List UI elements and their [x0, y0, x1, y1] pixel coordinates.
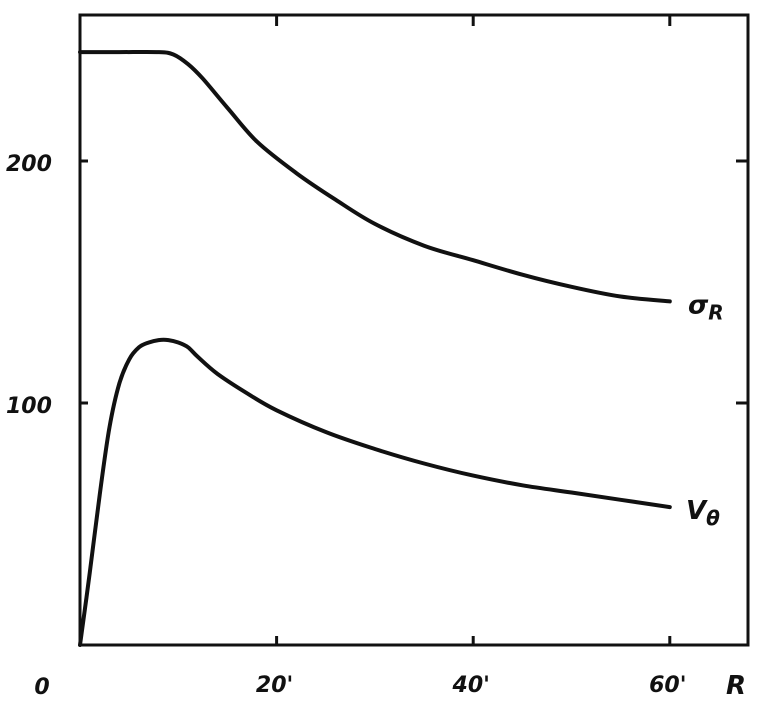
- x-tick-label-20: 20': [256, 673, 293, 698]
- series-label-v-theta-main: V: [686, 496, 708, 526]
- x-axis-label: R: [726, 671, 746, 701]
- series-label-v-theta-sub: θ: [706, 506, 720, 530]
- y-tick-label-100: 100: [6, 394, 52, 419]
- series-label-sigma-r-main: σ: [688, 290, 709, 320]
- x-tick-label-40: 40': [452, 673, 490, 698]
- y-tick-label-200: 200: [6, 152, 52, 177]
- series-line-1: [78, 337, 672, 647]
- tick-marks: [80, 15, 748, 645]
- series-lines: [78, 49, 672, 647]
- series-label-sigma-r-sub: R: [708, 300, 723, 324]
- series-label-v-theta: Vθ: [686, 496, 720, 530]
- x-tick-label-60: 60': [649, 673, 686, 698]
- series-label-sigma-r: σR: [688, 290, 724, 324]
- plot-frame: [78, 13, 750, 647]
- series-line-0: [78, 49, 672, 304]
- origin-label: 0: [34, 675, 49, 700]
